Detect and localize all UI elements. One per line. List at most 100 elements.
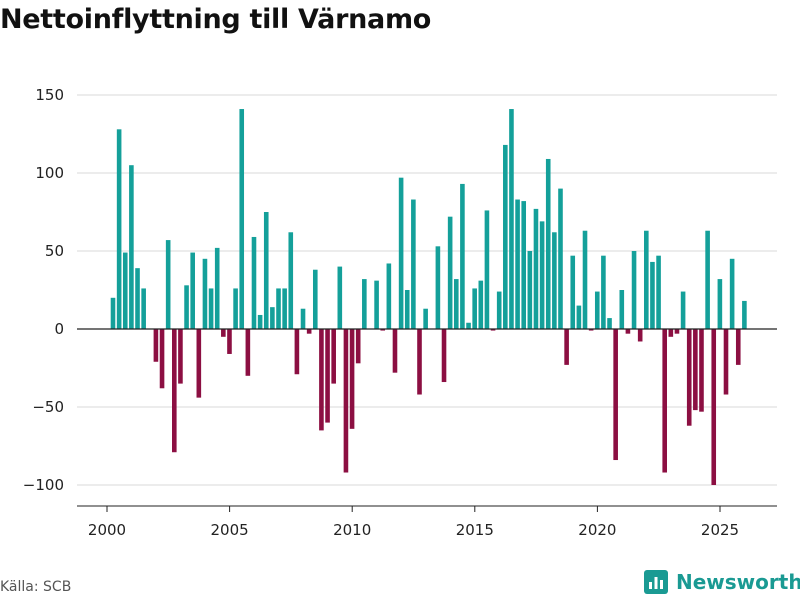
bar xyxy=(490,329,496,331)
bar xyxy=(521,201,527,329)
y-tick-label: 150 xyxy=(35,86,64,104)
y-tick-label: −100 xyxy=(23,476,64,494)
bar xyxy=(172,329,177,453)
bar xyxy=(325,329,330,423)
bar xyxy=(435,246,441,329)
bar xyxy=(319,329,324,431)
bar xyxy=(239,109,245,329)
bar xyxy=(674,329,680,334)
bar xyxy=(650,261,655,329)
x-tick-label: 2020 xyxy=(578,521,616,539)
bar xyxy=(503,144,508,329)
bar xyxy=(380,329,386,331)
bar xyxy=(227,329,232,354)
bar xyxy=(607,318,612,329)
bar xyxy=(539,221,545,329)
bar xyxy=(331,329,336,384)
x-axis: 2000 2005 2010 2015 2020 2025 xyxy=(77,505,777,539)
bar xyxy=(564,329,569,365)
bar xyxy=(214,247,220,329)
y-tick-label: 50 xyxy=(45,242,64,260)
bar xyxy=(705,230,710,329)
bar xyxy=(276,288,281,329)
bar xyxy=(417,329,422,395)
bar xyxy=(245,329,251,376)
y-axis-tick-labels: 150 100 50 0 −50 −100 xyxy=(23,86,64,494)
bar xyxy=(135,268,140,329)
y-tick-label: 0 xyxy=(54,320,64,338)
bar xyxy=(656,255,661,329)
bar xyxy=(398,177,404,329)
bar xyxy=(159,329,165,389)
bar xyxy=(178,329,183,384)
bar xyxy=(208,288,214,329)
bar xyxy=(552,232,557,329)
bar xyxy=(447,216,453,329)
x-tick-label: 2000 xyxy=(88,521,126,539)
bar xyxy=(588,329,594,331)
newsworthy-logo-text: Newsworthy xyxy=(676,570,800,594)
bar xyxy=(637,329,643,342)
bar xyxy=(594,291,600,329)
bar xyxy=(613,329,618,461)
bar xyxy=(686,329,692,426)
bar xyxy=(196,329,202,398)
bar xyxy=(711,329,717,485)
bar xyxy=(723,329,729,395)
bar xyxy=(263,212,269,329)
bar xyxy=(729,258,735,329)
bar xyxy=(300,308,306,329)
bar xyxy=(386,263,392,329)
bar xyxy=(294,329,300,375)
newsworthy-logo-icon xyxy=(644,570,668,594)
bar xyxy=(441,329,447,383)
x-tick-label: 2015 xyxy=(456,521,494,539)
bar xyxy=(165,240,171,329)
bar xyxy=(122,252,128,329)
bar xyxy=(570,255,576,329)
bar xyxy=(558,188,563,329)
bar xyxy=(582,230,588,329)
bar xyxy=(472,288,477,329)
chart-title: Nettoinflyttning till Värnamo xyxy=(0,4,432,35)
bar xyxy=(184,285,189,329)
bar xyxy=(221,329,226,337)
x-tick-label: 2005 xyxy=(211,521,249,539)
bar xyxy=(110,297,116,329)
bar xyxy=(742,300,747,329)
bar xyxy=(478,280,484,329)
bar xyxy=(190,252,195,329)
bar xyxy=(337,266,343,329)
bar xyxy=(288,232,294,329)
bar xyxy=(306,329,312,334)
bar xyxy=(496,291,502,329)
bar xyxy=(527,251,533,329)
bar xyxy=(644,230,649,329)
bar xyxy=(735,329,741,365)
bar xyxy=(355,329,361,364)
bar xyxy=(423,308,428,329)
bar xyxy=(619,290,625,329)
bar xyxy=(257,314,263,329)
bar xyxy=(484,210,490,329)
bar xyxy=(680,291,686,329)
bar xyxy=(349,329,355,429)
x-tick-label: 2025 xyxy=(701,521,739,539)
bar xyxy=(515,199,520,329)
bar xyxy=(362,279,367,329)
bar xyxy=(668,329,674,337)
bars xyxy=(110,109,747,485)
bar xyxy=(631,251,637,329)
bar xyxy=(312,269,318,329)
bar xyxy=(411,199,416,329)
bar xyxy=(453,279,459,329)
source-note: Källa: SCB xyxy=(0,579,72,595)
bar xyxy=(404,290,410,329)
bar xyxy=(545,158,551,329)
bar xyxy=(699,329,704,412)
bar xyxy=(717,279,723,329)
bar xyxy=(343,329,349,473)
bar xyxy=(129,165,134,329)
